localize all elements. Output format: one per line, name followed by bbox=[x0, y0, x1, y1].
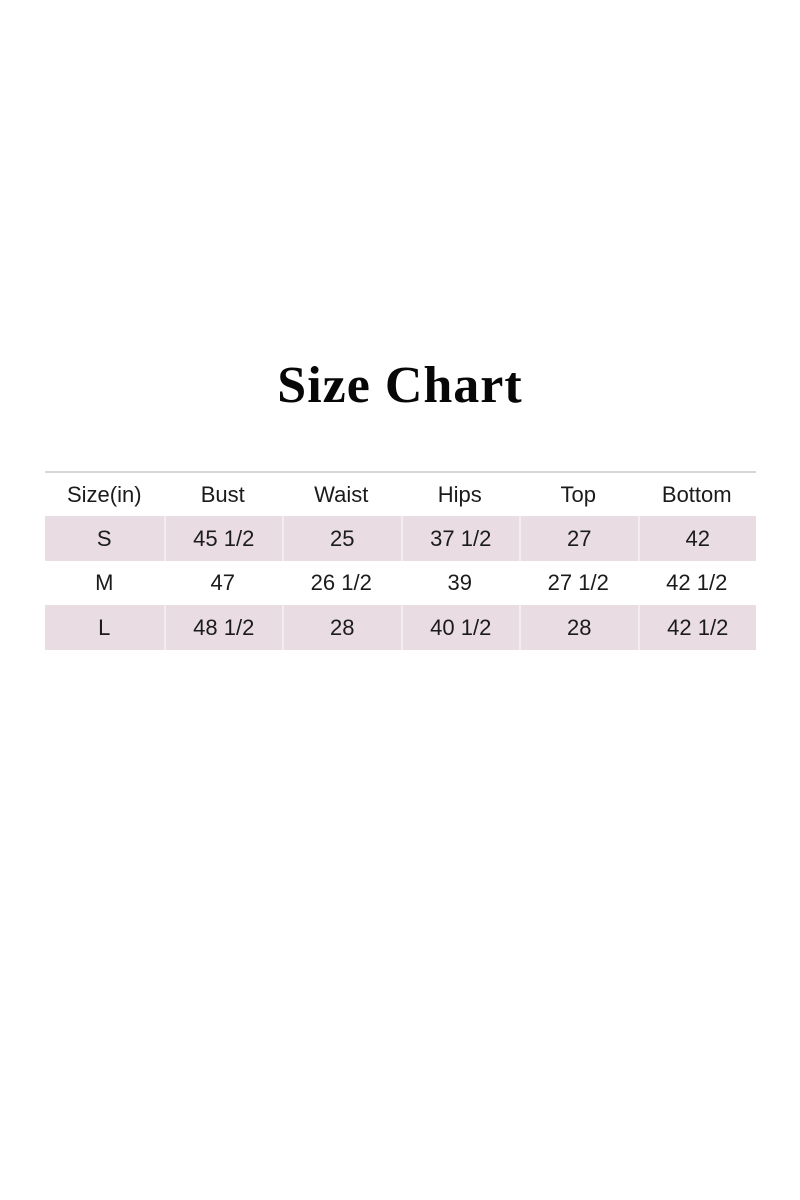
page-title: Size Chart bbox=[277, 357, 523, 414]
column-header-size: Size(in) bbox=[45, 471, 164, 516]
column-header-bottom: Bottom bbox=[637, 471, 756, 516]
cell-top: 27 bbox=[519, 516, 638, 561]
cell-waist: 26 1/2 bbox=[282, 561, 401, 605]
cell-hips: 40 1/2 bbox=[400, 605, 519, 650]
cell-top: 27 1/2 bbox=[519, 561, 638, 605]
cell-bottom: 42 1/2 bbox=[637, 605, 756, 650]
cell-bottom: 42 bbox=[637, 516, 756, 561]
cell-bust: 47 bbox=[163, 561, 282, 605]
cell-size: M bbox=[45, 561, 164, 605]
table-row-m: M 47 26 1/2 39 27 1/2 42 1/2 bbox=[45, 561, 756, 605]
cell-bust: 48 1/2 bbox=[163, 605, 282, 650]
table-header-row: Size(in) Bust Waist Hips Top Bottom bbox=[45, 471, 756, 516]
table-row-l: L 48 1/2 28 40 1/2 28 42 1/2 bbox=[45, 605, 756, 650]
cell-hips: 39 bbox=[400, 561, 519, 605]
column-header-waist: Waist bbox=[282, 471, 401, 516]
column-header-bust: Bust bbox=[163, 471, 282, 516]
column-header-top: Top bbox=[519, 471, 638, 516]
cell-size: S bbox=[45, 516, 164, 561]
cell-bottom: 42 1/2 bbox=[637, 561, 756, 605]
table-row-s: S 45 1/2 25 37 1/2 27 42 bbox=[45, 516, 756, 561]
size-chart-table: Size(in) Bust Waist Hips Top Bottom S 45… bbox=[45, 471, 756, 650]
cell-waist: 28 bbox=[282, 605, 401, 650]
cell-top: 28 bbox=[519, 605, 638, 650]
cell-bust: 45 1/2 bbox=[163, 516, 282, 561]
cell-size: L bbox=[45, 605, 164, 650]
column-header-hips: Hips bbox=[400, 471, 519, 516]
cell-waist: 25 bbox=[282, 516, 401, 561]
cell-hips: 37 1/2 bbox=[400, 516, 519, 561]
size-chart-table-container: Size(in) Bust Waist Hips Top Bottom S 45… bbox=[45, 471, 756, 650]
